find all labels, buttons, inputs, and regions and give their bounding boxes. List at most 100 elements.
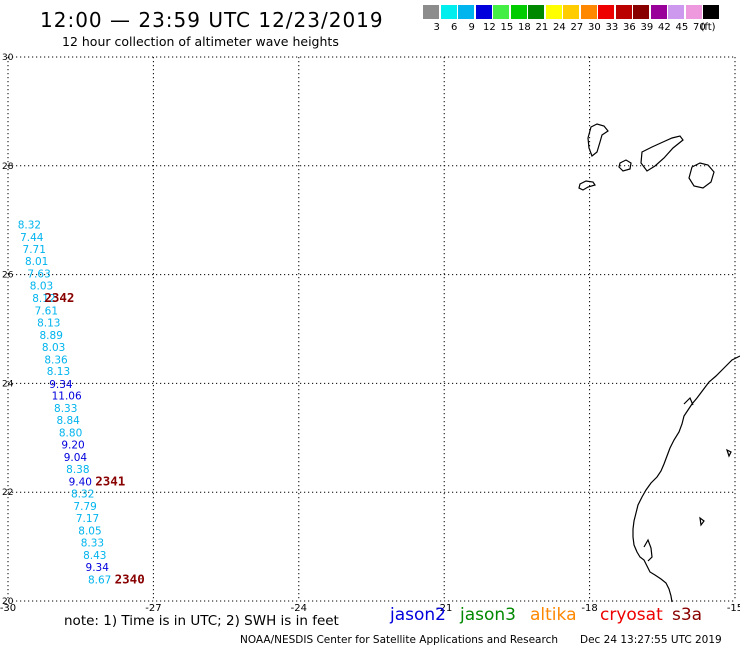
legend-tick-label: 30 [588, 22, 601, 33]
lat-tick-label: 24 [2, 379, 14, 389]
legend-swatch [458, 5, 474, 19]
legend-tick-label: 21 [535, 22, 549, 33]
map-title: 12:00 — 23:59 UTC 12/23/2019 [40, 8, 384, 32]
swh-value-label: 9.04 [64, 452, 88, 464]
swh-value-label: 9.34 [86, 562, 110, 574]
legend-swatch [423, 5, 439, 19]
legend-tick-label: 15 [500, 22, 514, 33]
swh-value-label: 9.34 [49, 379, 73, 391]
satellite-s3a: s3a [672, 605, 703, 625]
swh-value-label: 7.71 [23, 244, 46, 256]
legend-swatch [598, 5, 614, 19]
islet-east [725, 448, 732, 458]
map-subtitle: 12 hour collection of altimeter wave hei… [62, 34, 339, 49]
lon-tick-label: -30 [0, 603, 16, 614]
pass-time-labels: 2342 2341 2340 [44, 290, 144, 587]
pass-time-label: 2342 [44, 290, 74, 305]
swh-value-label: 8.03 [30, 280, 53, 292]
pass-time-label: 2341 [95, 474, 125, 489]
lon-tick-label: -27 [145, 603, 161, 614]
legend-swatch [545, 5, 562, 19]
coast-inlet [683, 396, 694, 406]
legend-tick-label: 42 [658, 22, 671, 33]
dakhla-peninsula [643, 538, 653, 562]
legend-tick-label: 18 [518, 22, 531, 33]
swh-value-label: 8.12 [32, 293, 55, 305]
swh-value-label: 8.32 [18, 219, 41, 231]
legend-tick-label: 33 [605, 22, 619, 33]
legend-swatch [668, 5, 684, 19]
swh-value-label: 8.84 [56, 415, 80, 427]
graticule: -30 -27 -24 -21 -18 -15 30 28 26 24 22 20 [0, 53, 740, 614]
islet-cape-blanc [699, 516, 705, 527]
swh-value-label: 8.36 [44, 354, 68, 366]
swh-value-label: 7.61 [35, 305, 58, 317]
swh-value-label: 9.20 [61, 440, 84, 452]
island-la-palma [587, 123, 609, 157]
swh-value-label: 8.32 [71, 489, 94, 501]
lat-tick-label: 20 [2, 597, 14, 607]
swh-value-label: 8.67 [88, 575, 111, 587]
lat-tick-label: 30 [2, 53, 14, 63]
legend-tick-label: 70 [693, 22, 706, 33]
swh-value-label: 7.79 [73, 501, 96, 513]
legend-swatch [493, 5, 509, 19]
swh-value-label: 8.33 [54, 403, 77, 415]
satellite-cryosat: cryosat [600, 605, 663, 625]
swh-value-label: 8.43 [83, 550, 106, 562]
legend-swatch [510, 5, 527, 19]
legend-tick-label: 3 [433, 22, 440, 33]
swh-value-label: 8.13 [37, 317, 60, 329]
lat-tick-label: 28 [2, 162, 14, 172]
island-tenerife [640, 135, 684, 172]
swh-value-label: 8.01 [25, 256, 48, 268]
legend-swatch [703, 5, 719, 19]
legend-tick-label: 36 [623, 22, 636, 33]
legend-swatch [580, 5, 597, 19]
legend-swatch [563, 5, 579, 19]
swh-value-label: 11.06 [52, 391, 82, 403]
satellite-jason2: jason2 [390, 605, 446, 625]
lat-tick-label: 26 [2, 271, 14, 281]
legend-tick-label: 9 [468, 22, 475, 33]
swh-value-label: 7.44 [20, 232, 44, 244]
legend-swatch [615, 5, 632, 19]
generation-timestamp: Dec 24 13:27:55 UTC 2019 [580, 634, 722, 646]
swh-value-label: 7.17 [76, 513, 99, 525]
legend-tick-label: 12 [483, 22, 496, 33]
legend-swatch [440, 5, 457, 19]
legend-unit: (ft) [700, 22, 716, 33]
legend-swatch [475, 5, 492, 19]
swh-value-label: 8.33 [81, 538, 104, 550]
swh-value-label: 8.80 [59, 428, 82, 440]
lat-tick-label: 22 [2, 488, 13, 498]
legend-tick-label: 24 [553, 22, 566, 33]
legend-swatch [650, 5, 667, 19]
legend-tick-label: 45 [675, 22, 689, 33]
lon-tick-label: -18 [581, 603, 597, 614]
swh-value-label: 8.03 [42, 342, 65, 354]
swh-value-label: 8.13 [47, 366, 70, 378]
island-el-hierro [578, 180, 596, 191]
coastline [578, 123, 740, 603]
swh-value-label: 7.63 [27, 268, 50, 280]
swh-value-label: 8.89 [40, 330, 63, 342]
footer-note: note: 1) Time is in UTC; 2) SWH is in fe… [64, 613, 339, 629]
island-la-gomera [618, 159, 632, 172]
swh-value-label: 8.38 [66, 464, 89, 476]
island-gran-canaria [688, 162, 715, 189]
swh-observations: 8.327.447.718.017.638.038.127.618.138.89… [18, 219, 112, 586]
legend-tick-label: 6 [451, 22, 458, 33]
legend-swatch [633, 5, 649, 19]
africa-coastline [632, 355, 740, 603]
legend-swatch [528, 5, 544, 19]
swh-value-label: 9.40 [69, 477, 92, 489]
legend-tick-label: 27 [570, 22, 584, 33]
satellite-altika: altika [530, 605, 577, 625]
legend-swatch [685, 5, 702, 19]
satellite-jason3: jason3 [460, 605, 516, 625]
swh-value-label: 8.05 [78, 526, 101, 538]
pass-time-label: 2340 [115, 572, 145, 587]
lon-tick-label: -21 [436, 603, 452, 614]
